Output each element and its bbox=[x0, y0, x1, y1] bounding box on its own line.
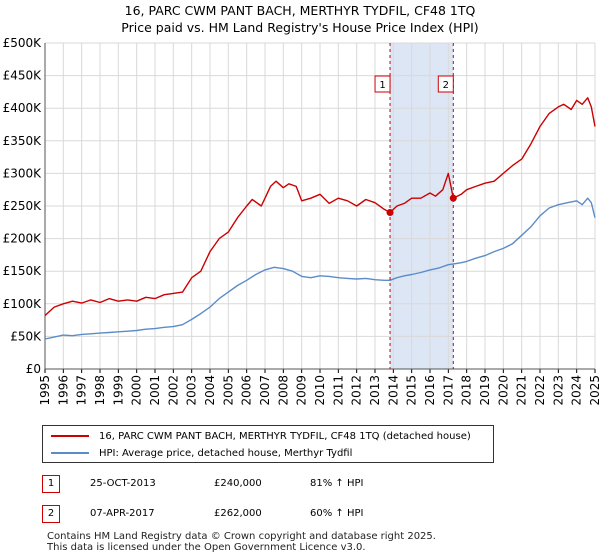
x-tick-label: 2001 bbox=[148, 375, 162, 406]
property-price-line bbox=[44, 97, 596, 317]
sale-row: 1 25-OCT-2013 £240,000 81% ↑ HPI bbox=[0, 475, 600, 495]
sale-date: 25-OCT-2013 bbox=[90, 478, 156, 489]
legend-swatch-property bbox=[51, 435, 89, 437]
x-tick-label: 2025 bbox=[588, 375, 600, 406]
legend-label-hpi: HPI: Average price, detached house, Mert… bbox=[99, 447, 353, 459]
x-tick-label: 2010 bbox=[313, 375, 327, 406]
x-tick-label: 2013 bbox=[368, 375, 382, 406]
x-tick-label: 2015 bbox=[405, 375, 419, 406]
legend-item-property: 16, PARC CWM PANT BACH, MERTHYR TYDFIL, … bbox=[51, 428, 471, 444]
x-tick-label: 1997 bbox=[75, 375, 89, 406]
y-tick-label: £350K bbox=[3, 134, 43, 148]
x-tick-label: 1995 bbox=[38, 375, 52, 406]
y-tick-label: £250K bbox=[3, 199, 43, 213]
sale-label-text: 2 bbox=[443, 80, 449, 91]
sale-hpi-change: 60% ↑ HPI bbox=[310, 508, 364, 519]
x-tick-label: 2017 bbox=[441, 375, 455, 406]
sale-badge: 1 bbox=[42, 475, 60, 493]
y-tick-label: £500K bbox=[3, 36, 43, 50]
x-tick-label: 2007 bbox=[258, 375, 272, 406]
x-tick-label: 1996 bbox=[56, 375, 70, 406]
sale-label-text: 1 bbox=[379, 80, 385, 91]
legend-label-property: 16, PARC CWM PANT BACH, MERTHYR TYDFIL, … bbox=[99, 430, 471, 442]
legend-swatch-hpi bbox=[51, 452, 89, 454]
chart-title: 16, PARC CWM PANT BACH, MERTHYR TYDFIL, … bbox=[0, 2, 600, 36]
y-tick-label: £150K bbox=[3, 264, 43, 278]
x-tick-label: 2000 bbox=[130, 375, 144, 406]
x-tick-label: 2024 bbox=[570, 375, 584, 406]
footer: Contains HM Land Registry data © Crown c… bbox=[47, 531, 436, 553]
y-tick-label: £300K bbox=[3, 166, 43, 180]
x-tick-label: 2021 bbox=[515, 375, 529, 406]
x-tick-label: 2006 bbox=[240, 375, 254, 406]
x-tick-label: 2018 bbox=[460, 375, 474, 406]
y-tick-label: £450K bbox=[3, 69, 43, 83]
x-tick-label: 2019 bbox=[478, 375, 492, 406]
chart-title-line-1: 16, PARC CWM PANT BACH, MERTHYR TYDFIL, … bbox=[124, 3, 476, 18]
x-tick-label: 2011 bbox=[331, 375, 345, 406]
price-chart: £0 £50K £100K £150K £200K £250K £300K £350K £400… bbox=[3, 36, 600, 406]
sale-price: £262,000 bbox=[214, 508, 262, 519]
y-tick-label: £50K bbox=[10, 329, 42, 343]
x-tick-label: 2004 bbox=[203, 375, 217, 406]
x-tick-label: 2016 bbox=[423, 375, 437, 406]
y-tick-label: £200K bbox=[3, 232, 43, 246]
x-tick-label: 2022 bbox=[533, 375, 547, 406]
hpi-line bbox=[44, 197, 596, 340]
x-tick-label: 2014 bbox=[386, 375, 400, 406]
legend-item-hpi: HPI: Average price, detached house, Mert… bbox=[51, 445, 352, 461]
sale-badge: 2 bbox=[42, 505, 60, 523]
x-tick-label: 2003 bbox=[185, 375, 199, 406]
x-tick-label: 1998 bbox=[93, 375, 107, 406]
sale-date: 07-APR-2017 bbox=[90, 508, 155, 519]
x-tick-label: 2023 bbox=[551, 375, 565, 406]
x-tick-label: 2008 bbox=[276, 375, 290, 406]
legend: 16, PARC CWM PANT BACH, MERTHYR TYDFIL, … bbox=[42, 425, 494, 463]
sale-price: £240,000 bbox=[214, 478, 262, 489]
x-tick-label: 2012 bbox=[350, 375, 364, 406]
x-tick-label: 2020 bbox=[496, 375, 510, 406]
sale-row: 2 07-APR-2017 £262,000 60% ↑ HPI bbox=[0, 505, 600, 525]
sale-point bbox=[386, 209, 394, 217]
y-tick-label: £0 bbox=[26, 362, 41, 376]
footer-copyright: Contains HM Land Registry data © Crown c… bbox=[47, 531, 436, 542]
x-tick-label: 2005 bbox=[221, 375, 235, 406]
sale-label-box bbox=[437, 75, 454, 93]
footer-licence: This data is licensed under the Open Gov… bbox=[47, 542, 366, 553]
x-tick-label: 2009 bbox=[295, 375, 309, 406]
x-tick-label: 1999 bbox=[111, 375, 125, 406]
sale-hpi-change: 81% ↑ HPI bbox=[310, 478, 364, 489]
chart-title-line-2: Price paid vs. HM Land Registry's House … bbox=[121, 20, 479, 35]
y-tick-label: £400K bbox=[3, 101, 43, 115]
x-tick-label: 2002 bbox=[166, 375, 180, 406]
sale-point bbox=[449, 194, 457, 202]
sale-label-box bbox=[374, 75, 391, 93]
y-tick-label: £100K bbox=[3, 297, 43, 311]
